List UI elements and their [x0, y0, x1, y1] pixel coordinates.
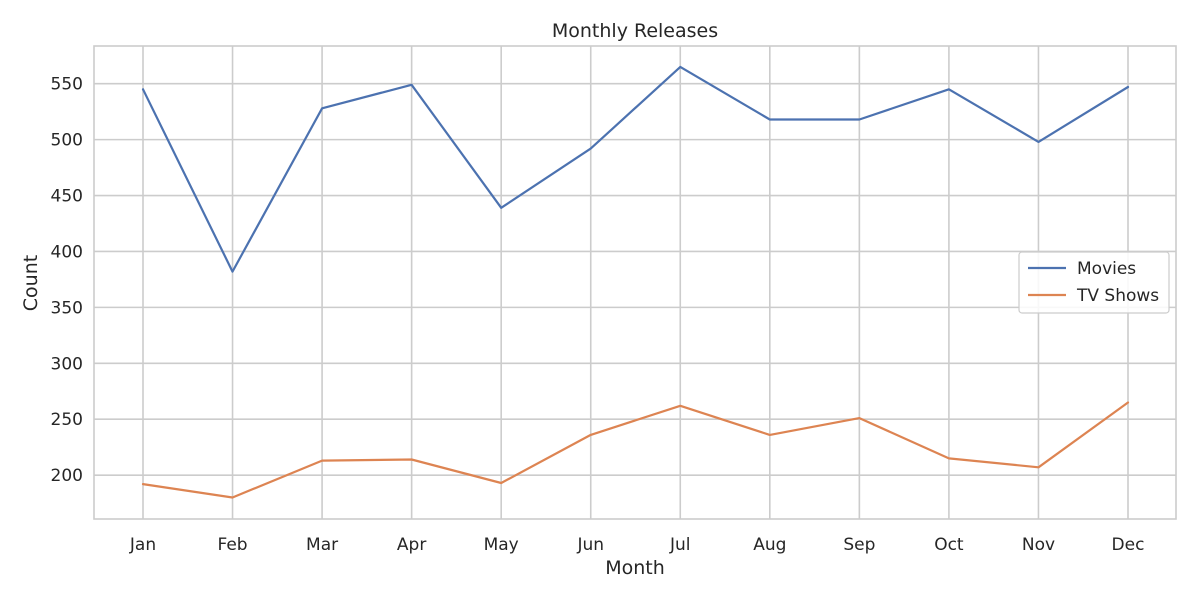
- y-tick-label: 250: [51, 410, 83, 430]
- x-tick-label: Jun: [576, 535, 604, 555]
- y-tick-label: 200: [51, 466, 83, 486]
- y-tick-label: 350: [51, 298, 83, 318]
- x-tick-label: May: [484, 535, 519, 555]
- series-line-tv-shows: [143, 403, 1128, 498]
- chart-title: Monthly Releases: [552, 20, 718, 42]
- series-lines: [143, 67, 1128, 498]
- x-tick-label: Mar: [306, 535, 338, 555]
- x-tick-labels: Jan Feb Mar Apr May Jun Jul Aug Sep Oct Nov Dec: [129, 535, 1145, 555]
- y-tick-labels: 200 250 300 350 400 450 500 550: [51, 75, 83, 486]
- legend-label-movies: Movies: [1077, 259, 1136, 279]
- y-tick-label: 550: [51, 75, 83, 95]
- x-tick-label: Jul: [669, 535, 691, 555]
- y-tick-label: 450: [51, 187, 83, 207]
- x-tick-label: Nov: [1022, 535, 1055, 555]
- x-tick-label: Sep: [843, 535, 875, 555]
- series-line-movies: [143, 67, 1128, 272]
- y-tick-label: 300: [51, 354, 83, 374]
- legend: Movies TV Shows: [1019, 252, 1169, 313]
- grid: [94, 46, 1176, 519]
- plot-frame: [94, 46, 1176, 519]
- y-tick-label: 400: [51, 242, 83, 262]
- legend-label-tv-shows: TV Shows: [1076, 286, 1159, 306]
- x-tick-label: Jan: [129, 535, 156, 555]
- x-tick-label: Dec: [1112, 535, 1145, 555]
- x-tick-label: Oct: [934, 535, 964, 555]
- x-tick-label: Feb: [217, 535, 247, 555]
- y-tick-label: 500: [51, 131, 83, 151]
- y-axis-label: Count: [20, 255, 42, 311]
- x-axis-label: Month: [605, 557, 665, 579]
- x-tick-label: Aug: [753, 535, 786, 555]
- x-tick-label: Apr: [397, 535, 426, 555]
